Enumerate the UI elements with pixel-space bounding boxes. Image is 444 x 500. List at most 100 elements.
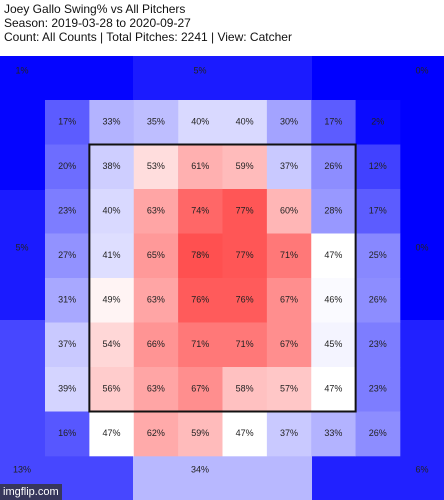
zone-cell xyxy=(266,278,312,323)
cell-label: 61% xyxy=(191,161,209,171)
zone-cell xyxy=(311,411,356,457)
outer-label: 5% xyxy=(193,65,206,75)
zone-cell xyxy=(45,411,90,457)
zone-cell xyxy=(89,233,135,279)
zone-cell xyxy=(133,278,179,323)
zone-cell xyxy=(89,367,135,412)
cell-label: 33% xyxy=(324,428,342,438)
cell-label: 71% xyxy=(191,339,209,349)
cell-label: 67% xyxy=(280,295,298,305)
zone-cell xyxy=(133,411,179,457)
zone-cell xyxy=(133,322,179,368)
cell-label: 78% xyxy=(191,250,209,260)
zone-cell xyxy=(311,144,356,190)
title-line: Count: All Counts | Total Pitches: 2241 … xyxy=(4,30,292,44)
zone-cell xyxy=(355,278,401,323)
zone-cell xyxy=(45,144,90,190)
cell-label: 67% xyxy=(280,339,298,349)
cell-label: 47% xyxy=(324,384,342,394)
zone-cell xyxy=(178,144,223,190)
cell-label: 53% xyxy=(147,161,165,171)
titles: Joey Gallo Swing% vs All PitchersSeason:… xyxy=(4,2,292,44)
cell-label: 65% xyxy=(147,250,165,260)
cell-label: 47% xyxy=(324,250,342,260)
zone-cell xyxy=(266,322,312,368)
zone-cell xyxy=(266,411,312,457)
inner-zones: 17% 33% 35% 40% 40% 30% 17% 2% 20% 38% 53% 61% 59% 37… xyxy=(45,100,401,457)
cell-label: 16% xyxy=(58,428,76,438)
zone-cell xyxy=(133,189,179,234)
zone-cell xyxy=(266,189,312,234)
zone-cell xyxy=(45,100,90,145)
cell-label: 67% xyxy=(191,384,209,394)
cell-label: 17% xyxy=(369,206,387,216)
title-line: Joey Gallo Swing% vs All Pitchers xyxy=(4,2,185,16)
cell-label: 41% xyxy=(103,250,121,260)
zone-cell xyxy=(89,411,135,457)
cell-label: 40% xyxy=(103,206,121,216)
outer-label: 1% xyxy=(15,65,28,75)
zone-cell xyxy=(222,367,268,412)
outer-label: 0% xyxy=(415,65,428,75)
zone-cell xyxy=(266,367,312,412)
cell-label: 66% xyxy=(147,339,165,349)
cell-label: 37% xyxy=(58,339,76,349)
watermark-bg xyxy=(0,484,62,500)
cell-label: 60% xyxy=(280,206,298,216)
cell-label: 23% xyxy=(58,206,76,216)
cell-label: 40% xyxy=(191,117,209,127)
cell-label: 31% xyxy=(58,295,76,305)
zone-cell xyxy=(311,233,356,279)
cell-label: 26% xyxy=(324,161,342,171)
cell-label: 23% xyxy=(369,339,387,349)
cell-label: 17% xyxy=(58,117,76,127)
zone-cell xyxy=(89,189,135,234)
cell-label: 49% xyxy=(103,295,121,305)
cell-label: 59% xyxy=(191,428,209,438)
cell-label: 76% xyxy=(236,295,254,305)
watermark: imgflip.com xyxy=(3,486,59,498)
zone-cell xyxy=(355,367,401,412)
cell-label: 33% xyxy=(103,117,121,127)
zone-cell xyxy=(355,411,401,457)
cell-label: 2% xyxy=(371,117,384,127)
cell-label: 62% xyxy=(147,428,165,438)
zone-cell xyxy=(45,278,90,323)
cell-label: 63% xyxy=(147,384,165,394)
zone-cell xyxy=(178,189,223,234)
zone-cell xyxy=(222,100,268,145)
cell-label: 25% xyxy=(369,250,387,260)
zone-cell xyxy=(222,411,268,457)
cell-label: 26% xyxy=(369,428,387,438)
outer-label: 13% xyxy=(13,464,31,474)
cell-label: 63% xyxy=(147,206,165,216)
title-line: Season: 2019-03-28 to 2020-09-27 xyxy=(4,16,191,30)
zone-cell xyxy=(45,322,90,368)
cell-label: 35% xyxy=(147,117,165,127)
cell-label: 17% xyxy=(324,117,342,127)
zone-cell xyxy=(222,144,268,190)
zone-cell xyxy=(311,322,356,368)
zone-cell xyxy=(133,367,179,412)
zone-cell xyxy=(222,322,268,368)
outer-label: 34% xyxy=(191,464,209,474)
cell-label: 46% xyxy=(324,295,342,305)
cell-label: 40% xyxy=(236,117,254,127)
cell-label: 37% xyxy=(280,161,298,171)
zone-cell xyxy=(222,278,268,323)
cell-label: 76% xyxy=(191,295,209,305)
zone-cell xyxy=(311,100,356,145)
zone-cell xyxy=(89,322,135,368)
cell-label: 59% xyxy=(236,161,254,171)
zone-cell xyxy=(355,144,401,190)
cell-label: 47% xyxy=(103,428,121,438)
cell-label: 26% xyxy=(369,295,387,305)
cell-label: 63% xyxy=(147,295,165,305)
cell-label: 56% xyxy=(103,384,121,394)
zone-cell xyxy=(266,233,312,279)
cell-label: 12% xyxy=(369,161,387,171)
cell-label: 23% xyxy=(369,384,387,394)
zone-cell xyxy=(45,189,90,234)
cell-label: 37% xyxy=(280,428,298,438)
